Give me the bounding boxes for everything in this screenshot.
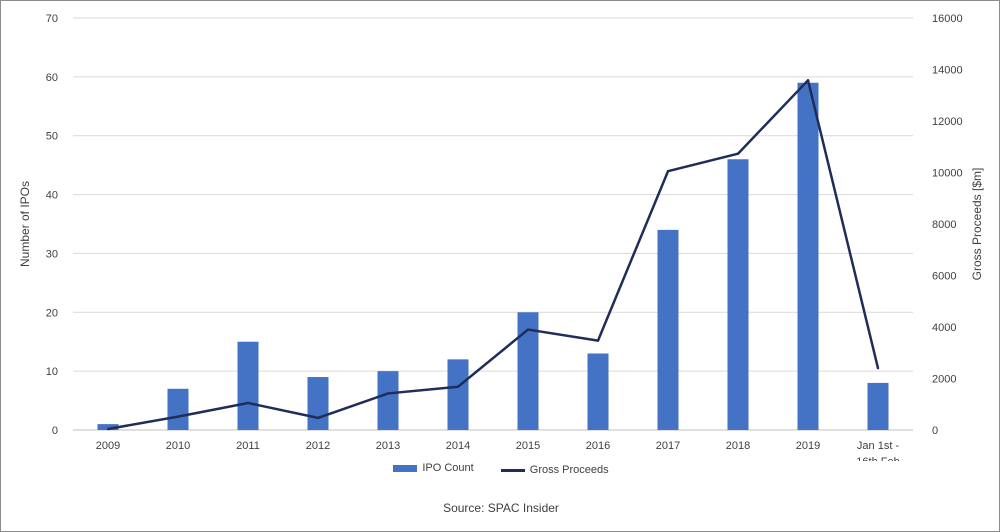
x-tick-label: 2014 <box>446 440 470 452</box>
x-tick-label: 2019 <box>796 440 820 452</box>
y2-tick-label: 8000 <box>932 219 956 231</box>
y-tick-label: 30 <box>46 248 58 260</box>
y2-tick-label: 10000 <box>932 168 963 180</box>
bar-ipo-count <box>727 159 749 430</box>
legend-item-gross-proceeds: Gross Proceeds <box>500 464 609 476</box>
y-tick-label: 40 <box>46 190 58 202</box>
y2-axis-title: Gross Proceeds [$m] <box>970 168 984 281</box>
x-tick-label: 2009 <box>96 440 120 452</box>
y2-tick-label: 2000 <box>932 374 956 386</box>
y2-tick-label: 0 <box>932 425 938 437</box>
bar-ipo-count <box>307 377 329 430</box>
point-gross-proceeds <box>526 328 530 331</box>
point-gross-proceeds <box>106 427 110 431</box>
point-gross-proceeds <box>736 152 740 155</box>
bar-ipo-count <box>237 341 259 430</box>
legend-label-gross-proceeds: Gross Proceeds <box>529 464 609 476</box>
point-gross-proceeds <box>386 392 390 395</box>
legend-label-ipo-count: IPO Count <box>422 462 474 474</box>
bar-ipo-count <box>517 312 539 430</box>
bar-ipo-count <box>447 359 469 430</box>
y-tick-label: 20 <box>46 307 58 319</box>
legend-swatch-line <box>500 468 525 472</box>
point-gross-proceeds <box>316 416 320 420</box>
x-tick-label: 2018 <box>726 440 750 452</box>
y2-tick-label: 4000 <box>932 322 956 334</box>
bar-ipo-count <box>377 371 399 430</box>
x-tick-label: 2017 <box>656 440 680 452</box>
chart-svg: 0 10 20 30 40 50 60 70 0 2000 4000 6000 8000 10000 120… <box>18 13 984 461</box>
legend-swatch-bar <box>393 464 418 472</box>
point-gross-proceeds <box>806 79 810 82</box>
y-tick-label: 70 <box>46 13 58 25</box>
point-gross-proceeds <box>596 339 600 342</box>
x-tick-label: 2012 <box>306 440 330 452</box>
chart-legend: IPO Count Gross Proceeds <box>1 462 1000 476</box>
legend-item-ipo-count: IPO Count <box>393 462 474 474</box>
y-tick-label: 50 <box>46 131 58 143</box>
x-tick-label: 2010 <box>166 440 190 452</box>
x-tick-label: 2015 <box>516 440 540 452</box>
source-note: Source: SPAC Insider <box>443 501 559 515</box>
x-tick-label: 2013 <box>376 440 400 452</box>
bar-ipo-count <box>657 229 679 430</box>
point-gross-proceeds <box>176 415 180 418</box>
y2-tick-label: 16000 <box>932 13 963 25</box>
y2-tick-label: 6000 <box>932 271 956 283</box>
bar-ipo-count <box>167 388 189 430</box>
y-axis-title: Number of IPOs <box>18 181 32 267</box>
y-tick-label: 60 <box>46 72 58 84</box>
x-tick-label: Jan 1st -16th Feb2020 <box>856 440 899 461</box>
y2-tick-label: 12000 <box>932 116 963 128</box>
bar-ipo-count <box>867 382 889 430</box>
x-tick-label: 2016 <box>586 440 610 452</box>
point-gross-proceeds <box>666 170 670 173</box>
y-tick-label: 0 <box>52 425 58 437</box>
point-gross-proceeds <box>876 367 880 370</box>
x-tick-label: 2011 <box>236 440 260 452</box>
bar-ipo-count <box>97 424 119 430</box>
point-gross-proceeds <box>456 385 460 388</box>
line-gross-proceeds <box>107 79 880 431</box>
bar-ipo-count <box>797 82 819 430</box>
y2-tick-label: 14000 <box>932 65 963 77</box>
bar-ipo-count <box>587 353 609 430</box>
point-gross-proceeds <box>246 401 250 405</box>
y-tick-label: 10 <box>46 366 58 378</box>
